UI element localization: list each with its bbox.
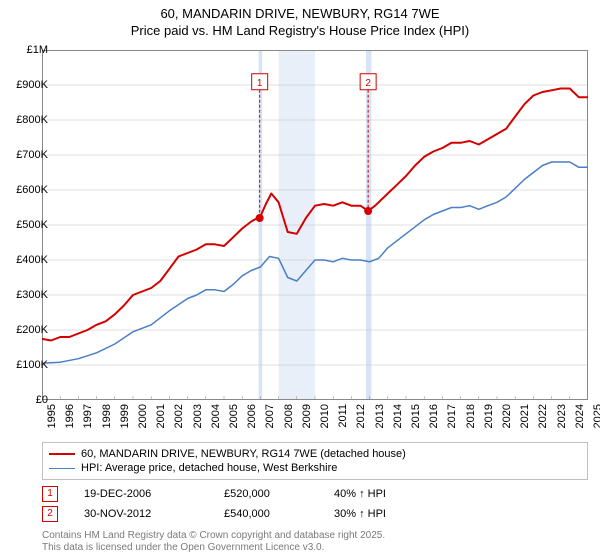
y-axis-label: £800K bbox=[16, 114, 48, 126]
x-axis-label: 2025 bbox=[592, 404, 600, 428]
footer-attribution: Contains HM Land Registry data © Crown c… bbox=[42, 530, 385, 554]
x-axis-label: 2000 bbox=[137, 404, 149, 428]
y-axis-label: £900K bbox=[16, 79, 48, 91]
x-axis-label: 2018 bbox=[465, 404, 477, 428]
y-axis-label: £400K bbox=[16, 254, 48, 266]
x-axis-label: 2013 bbox=[374, 404, 386, 428]
x-axis-label: 2008 bbox=[283, 404, 295, 428]
x-axis-label: 2002 bbox=[173, 404, 185, 428]
legend-box: 60, MANDARIN DRIVE, NEWBURY, RG14 7WE (d… bbox=[42, 442, 588, 480]
svg-text:1: 1 bbox=[257, 78, 263, 89]
chart-title-line1: 60, MANDARIN DRIVE, NEWBURY, RG14 7WE bbox=[0, 6, 600, 23]
x-axis-label: 2024 bbox=[574, 404, 586, 428]
sale-delta: 30% ↑ HPI bbox=[334, 508, 474, 520]
y-axis-label: £1M bbox=[27, 44, 48, 56]
y-axis-label: £100K bbox=[16, 359, 48, 371]
sale-delta: 40% ↑ HPI bbox=[334, 488, 474, 500]
y-axis-label: £300K bbox=[16, 289, 48, 301]
x-axis-label: 2010 bbox=[319, 404, 331, 428]
sale-price: £520,000 bbox=[224, 488, 334, 500]
x-axis-label: 2017 bbox=[446, 404, 458, 428]
x-axis-label: 2001 bbox=[155, 404, 167, 428]
x-axis-label: 2011 bbox=[337, 404, 349, 428]
chart-plot-area: 12 bbox=[42, 50, 588, 400]
sale-row: 1 19-DEC-2006£520,00040% ↑ HPI bbox=[42, 484, 588, 504]
x-axis-label: 2023 bbox=[556, 404, 568, 428]
y-axis-label: £600K bbox=[16, 184, 48, 196]
x-axis-label: 2022 bbox=[537, 404, 549, 428]
x-axis-label: 2019 bbox=[483, 404, 495, 428]
legend-swatch bbox=[49, 453, 75, 455]
legend-item: HPI: Average price, detached house, West… bbox=[49, 461, 581, 475]
x-axis-label: 2021 bbox=[519, 404, 531, 428]
x-axis-label: 1996 bbox=[64, 404, 76, 428]
sales-info-block: 1 19-DEC-2006£520,00040% ↑ HPI 2 30-NOV-201… bbox=[42, 484, 588, 524]
x-axis-label: 2014 bbox=[392, 404, 404, 428]
sale-date: 30-NOV-2012 bbox=[66, 508, 224, 520]
legend-label: HPI: Average price, detached house, West… bbox=[81, 462, 337, 474]
x-axis-label: 2003 bbox=[192, 404, 204, 428]
x-axis-label: 1997 bbox=[82, 404, 94, 428]
footer-line1: Contains HM Land Registry data © Crown c… bbox=[42, 530, 385, 542]
chart-title-block: 60, MANDARIN DRIVE, NEWBURY, RG14 7WE Pr… bbox=[0, 0, 600, 40]
y-axis-label: £500K bbox=[16, 219, 48, 231]
x-axis-label: 2005 bbox=[228, 404, 240, 428]
chart-title-line2: Price paid vs. HM Land Registry's House … bbox=[0, 23, 600, 40]
x-axis-label: 2006 bbox=[246, 404, 258, 428]
sale-marker-box: 2 bbox=[42, 506, 58, 522]
x-axis-label: 2016 bbox=[428, 404, 440, 428]
sale-date: 19-DEC-2006 bbox=[66, 488, 224, 500]
legend-label: 60, MANDARIN DRIVE, NEWBURY, RG14 7WE (d… bbox=[81, 448, 406, 460]
y-axis-label: £700K bbox=[16, 149, 48, 161]
line-chart-svg: 12 bbox=[42, 50, 588, 400]
x-axis-label: 2007 bbox=[264, 404, 276, 428]
x-axis-label: 2015 bbox=[410, 404, 422, 428]
x-axis-label: 1995 bbox=[46, 404, 58, 428]
sale-marker-box: 1 bbox=[42, 486, 58, 502]
legend-item: 60, MANDARIN DRIVE, NEWBURY, RG14 7WE (d… bbox=[49, 447, 581, 461]
sale-row: 2 30-NOV-2012£540,00030% ↑ HPI bbox=[42, 504, 588, 524]
legend-swatch bbox=[49, 468, 75, 469]
svg-text:2: 2 bbox=[365, 78, 371, 89]
x-axis-label: 2009 bbox=[301, 404, 313, 428]
x-axis-label: 2004 bbox=[210, 404, 222, 428]
x-axis-label: 1998 bbox=[101, 404, 113, 428]
x-axis-label: 2012 bbox=[355, 404, 367, 428]
sale-price: £540,000 bbox=[224, 508, 334, 520]
y-axis-label: £200K bbox=[16, 324, 48, 336]
footer-line2: This data is licensed under the Open Gov… bbox=[42, 542, 385, 554]
x-axis-label: 2020 bbox=[501, 404, 513, 428]
x-axis-label: 1999 bbox=[119, 404, 131, 428]
